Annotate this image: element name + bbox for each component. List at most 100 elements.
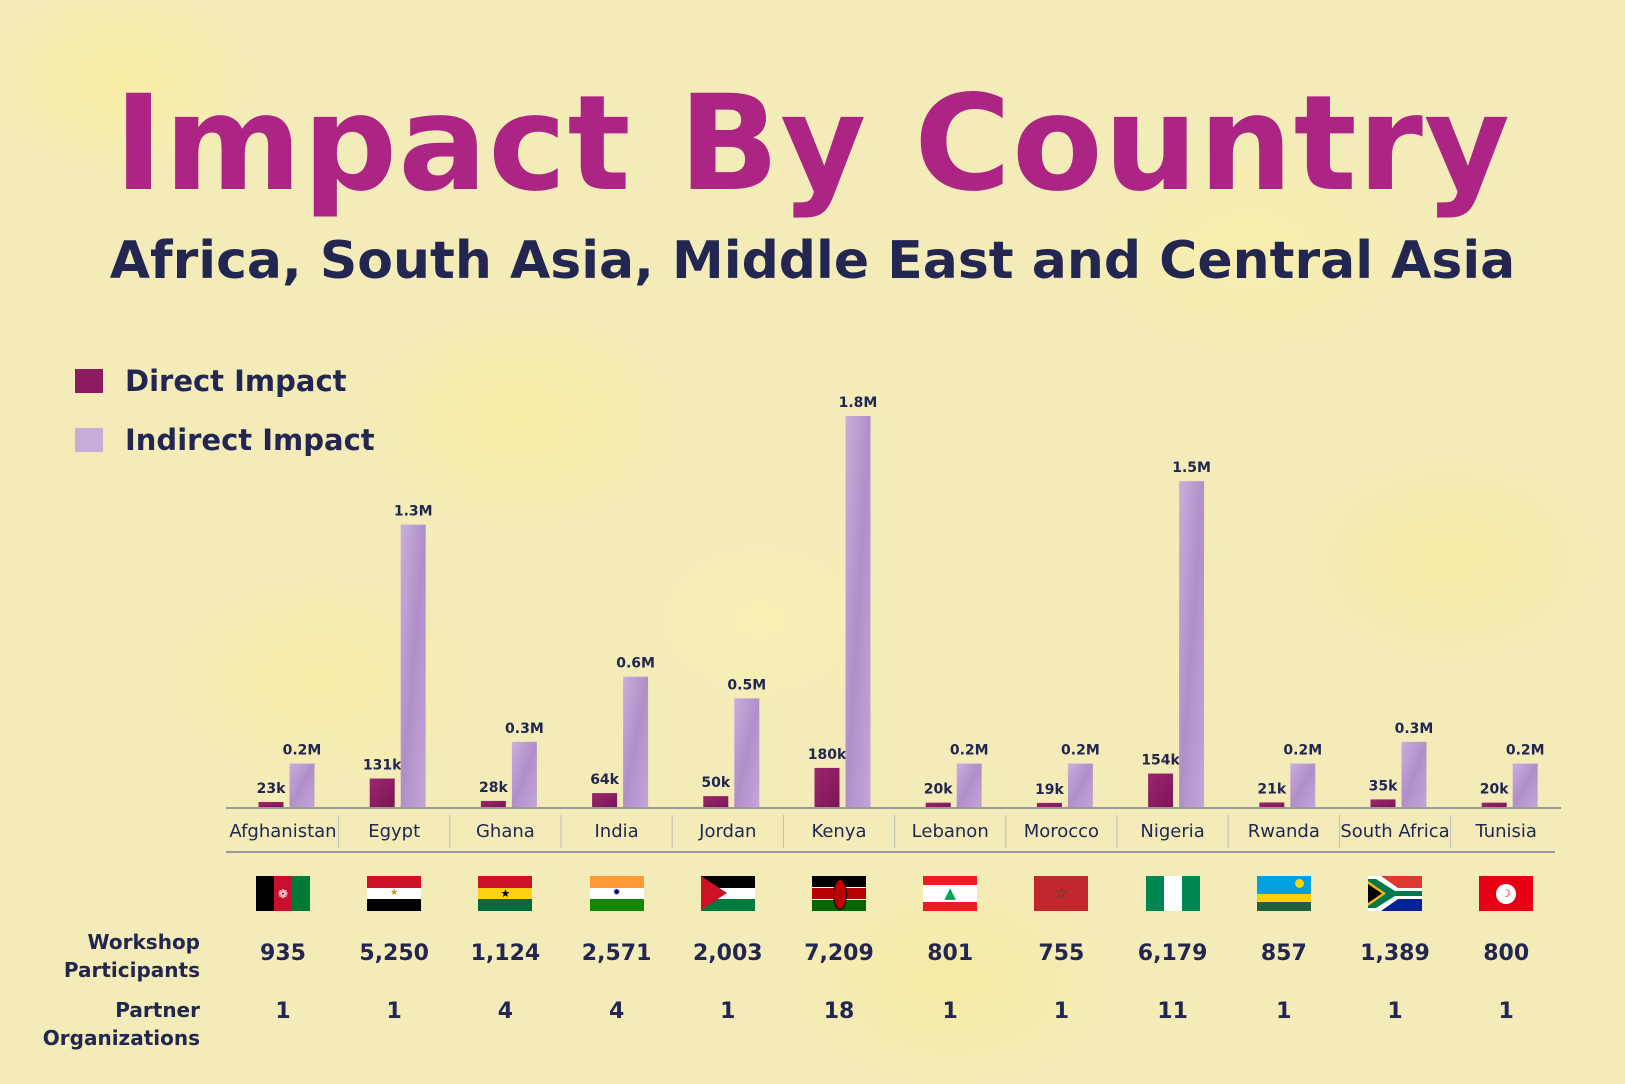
flag-south-africa-icon (1368, 876, 1422, 911)
bar-indirect-morocco (1067, 763, 1093, 807)
data-label-indirect-ghana: 0.3M (505, 721, 544, 737)
data-label-direct-south-africa: 35k (1369, 778, 1398, 794)
bar-indirect-nigeria (1179, 481, 1205, 807)
data-label-indirect-afghanistan: 0.2M (283, 743, 322, 759)
data-label-direct-egypt: 131k (363, 758, 402, 774)
category-label-kenya: Kenya (811, 821, 866, 842)
bar-direct-morocco (1036, 802, 1062, 807)
workshop-participants-value-morocco: 755 (1038, 941, 1085, 966)
bar-indirect-india (623, 676, 649, 807)
data-label-direct-india: 64k (590, 772, 619, 788)
bar-indirect-rwanda (1290, 763, 1316, 807)
category-label-nigeria: Nigeria (1140, 821, 1204, 842)
data-label-indirect-morocco: 0.2M (1061, 743, 1100, 759)
workshop-participants-value-nigeria: 6,179 (1137, 941, 1208, 966)
category-label-rwanda: Rwanda (1248, 821, 1320, 842)
partner-organizations-value-india: 4 (608, 999, 625, 1024)
legend-item-indirect: Indirect Impact (75, 423, 375, 457)
data-label-direct-kenya: 180k (808, 747, 847, 763)
workshop-participants-value-egypt: 5,250 (359, 941, 429, 966)
partner-heading-line2: Organizations (42, 1026, 200, 1050)
bar-direct-tunisia (1481, 802, 1507, 807)
category-label-jordan: Jordan (698, 821, 756, 842)
workshop-participants-value-south-africa: 1,389 (1360, 941, 1430, 966)
workshop-heading-line1: Workshop (87, 930, 200, 954)
partner-heading-line1: Partner (115, 998, 200, 1022)
data-label-direct-rwanda: 21k (1257, 781, 1286, 797)
workshop-participants-value-kenya: 7,209 (804, 941, 874, 966)
flag-kenya-icon (812, 876, 866, 911)
bar-direct-afghanistan (258, 802, 284, 807)
workshop-participants-value-afghanistan: 935 (260, 941, 306, 966)
chart-subtitle: Africa, South Asia, Middle East and Cent… (109, 231, 1516, 291)
bar-direct-egypt (369, 778, 395, 807)
bar-indirect-south-africa (1401, 741, 1427, 807)
flag-morocco-icon: ☆ (1034, 876, 1089, 911)
flag-jordan-icon (700, 876, 755, 911)
flag-india-icon: ✹ (589, 876, 644, 911)
bar-direct-south-africa (1370, 799, 1396, 807)
bar-indirect-egypt (400, 524, 426, 807)
flag-egypt-icon: ★ (367, 876, 422, 911)
category-label-south-africa: South Africa (1340, 821, 1449, 842)
data-label-direct-jordan: 50k (701, 775, 730, 791)
partner-organizations-value-nigeria: 11 (1157, 999, 1188, 1024)
bar-direct-nigeria (1148, 773, 1174, 807)
data-label-indirect-nigeria: 1.5M (1172, 460, 1211, 476)
partner-organizations-value-afghanistan: 1 (275, 999, 291, 1024)
partner-row-heading: Partner Organizations (0, 996, 200, 1052)
bar-indirect-tunisia (1512, 763, 1538, 807)
legend-swatch-indirect (75, 428, 103, 452)
bar-direct-rwanda (1259, 802, 1285, 807)
workshop-participants-value-tunisia: 800 (1483, 941, 1530, 966)
workshop-heading-line2: Participants (63, 958, 200, 982)
bar-direct-ghana (480, 800, 506, 807)
bar-indirect-lebanon (956, 763, 982, 807)
bars-group: 23k 0.2M 131k 1.3M 28k 0.3M 64k 0.6M 50k 0.5M 180k… (257, 395, 1545, 807)
legend-label-direct: Direct Impact (125, 364, 347, 398)
category-label-lebanon: Lebanon (912, 821, 989, 842)
flag-afghanistan-icon: ❁ (256, 876, 310, 911)
category-label-tunisia: Tunisia (1474, 821, 1537, 842)
workshop-participants-value-india: 2,571 (581, 941, 652, 966)
chart-title: Impact By Country (114, 67, 1511, 221)
data-label-indirect-tunisia: 0.2M (1506, 743, 1545, 759)
data-label-indirect-india: 0.6M (616, 656, 655, 672)
partner-organizations-value-jordan: 1 (720, 999, 736, 1024)
data-label-direct-nigeria: 154k (1141, 753, 1180, 769)
flag-rwanda-icon (1256, 876, 1311, 911)
partner-organizations-value-morocco: 1 (1053, 999, 1070, 1024)
bar-indirect-afghanistan (289, 763, 315, 807)
bar-indirect-jordan (734, 698, 760, 807)
flag-nigeria-icon (1145, 876, 1200, 911)
partner-organizations-value-rwanda: 1 (1276, 999, 1292, 1024)
data-label-direct-morocco: 19k (1035, 782, 1064, 798)
category-label-afghanistan: Afghanistan (229, 821, 336, 842)
bar-direct-lebanon (925, 802, 951, 807)
category-label-morocco: Morocco (1024, 821, 1099, 842)
flag-ghana-icon: ★ (478, 876, 533, 911)
workshop-participants-value-lebanon: 801 (927, 941, 974, 966)
legend-label-indirect: Indirect Impact (125, 423, 375, 457)
partner-organizations-value-lebanon: 1 (942, 999, 958, 1024)
workshop-participants-value-ghana: 1,124 (470, 941, 541, 966)
category-label-ghana: Ghana (476, 821, 535, 842)
data-label-indirect-rwanda: 0.2M (1283, 743, 1322, 759)
partner-organizations-value-tunisia: 1 (1498, 999, 1514, 1024)
bar-direct-jordan (703, 796, 729, 807)
category-label-egypt: Egypt (368, 821, 420, 842)
data-label-direct-tunisia: 20k (1480, 782, 1509, 798)
legend-item-direct: Direct Impact (75, 364, 347, 398)
bar-indirect-ghana (511, 741, 537, 807)
legend-swatch-direct (75, 369, 103, 393)
partner-organizations-value-south-africa: 1 (1387, 999, 1403, 1024)
data-label-indirect-jordan: 0.5M (727, 677, 766, 693)
category-label-india: India (595, 821, 639, 842)
workshop-row-heading: Workshop Participants (0, 928, 200, 984)
data-label-indirect-egypt: 1.3M (394, 504, 433, 520)
data-label-direct-ghana: 28k (479, 780, 508, 796)
data-label-indirect-kenya: 1.8M (839, 395, 878, 411)
bar-direct-india (592, 793, 618, 807)
partner-organizations-value-ghana: 4 (497, 999, 514, 1024)
